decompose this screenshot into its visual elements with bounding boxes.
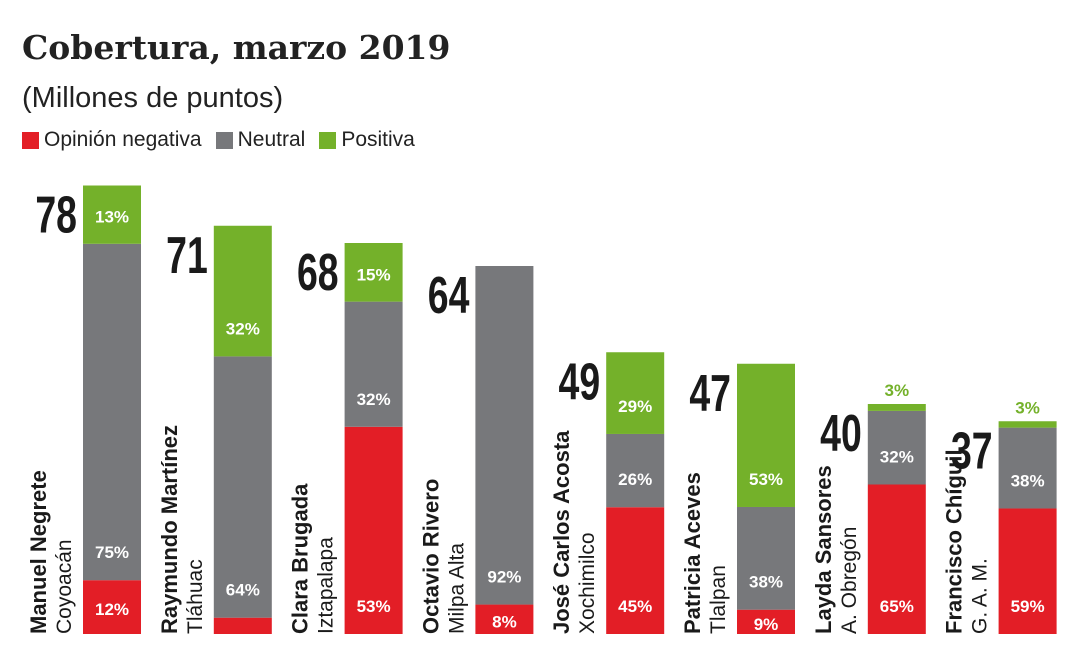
total-value: 37: [951, 421, 993, 480]
candidate-region: Xochimilco: [576, 532, 599, 634]
candidate-region: Tlalpan: [707, 565, 730, 634]
candidate-name: Octavio Rivero: [418, 479, 443, 634]
bar-segment-neutral: [606, 433, 665, 508]
bar-segment-negativa: [606, 507, 665, 634]
segment-label-neutral: 92%: [487, 568, 521, 587]
segment-label-negativa: 53%: [357, 597, 391, 616]
bar-segment-negativa: [344, 426, 403, 634]
segment-label-neutral: 26%: [618, 470, 652, 489]
segment-label-negativa: 59%: [1011, 597, 1045, 616]
segment-label-neutral: 75%: [95, 543, 129, 562]
segment-label-positiva: 3%: [1015, 398, 1040, 417]
total-value: 71: [166, 226, 208, 285]
legend-swatch-positiva: [319, 131, 337, 149]
bar-segment-positiva: [867, 404, 926, 411]
segment-label-neutral: 38%: [749, 573, 783, 592]
candidate-name: Patricia Aceves: [680, 472, 705, 634]
candidate-region: Milpa Alta: [445, 543, 468, 634]
segment-label-positiva: 3%: [885, 381, 910, 400]
legend-item-negativa: Opinión negativa: [22, 128, 202, 152]
bar-segment-neutral: [344, 301, 403, 427]
candidate-name: Layda Sansores: [811, 465, 836, 634]
candidate-name: Raymundo Martínez: [157, 425, 182, 634]
chart-title: Cobertura, marzo 2019: [22, 28, 451, 67]
bar-segment-negativa: [998, 508, 1057, 634]
segment-label-neutral: 38%: [1011, 471, 1045, 490]
total-value: 49: [559, 352, 601, 411]
bar-segment-neutral: [998, 427, 1057, 509]
legend-swatch-negativa: [22, 131, 39, 149]
segment-label-negativa: 65%: [880, 597, 914, 616]
segment-label-neutral: 32%: [357, 390, 391, 409]
segment-label-negativa: 12%: [95, 600, 129, 619]
legend: Opinión negativa Neutral Positiva: [22, 128, 415, 152]
legend-item-neutral: Neutral: [215, 128, 306, 152]
bar-segment-negativa: [867, 484, 926, 634]
total-value: 47: [689, 364, 731, 423]
segment-label-positiva: 32%: [226, 319, 260, 338]
candidate-region: Tláhuac: [184, 559, 207, 634]
bar-segment-negativa: [213, 617, 272, 634]
bar-segment-positiva: [83, 185, 141, 244]
legend-label: Positiva: [341, 128, 415, 151]
bar-segment-neutral: [83, 243, 141, 581]
bar-segment-positiva: [213, 225, 272, 357]
bar-segment-positiva: [998, 421, 1057, 428]
legend-swatch-neutral: [215, 131, 233, 149]
segment-label-negativa: 9%: [754, 615, 779, 634]
segment-label-neutral: 32%: [880, 448, 914, 467]
candidate-region: G. A. M.: [969, 558, 992, 634]
segment-label-positiva: 29%: [618, 397, 652, 416]
candidate-name: Clara Brugada: [288, 483, 313, 634]
total-value: 68: [297, 243, 339, 302]
bar-segment-negativa: [737, 609, 795, 634]
legend-label: Neutral: [237, 128, 306, 151]
bar-segment-positiva: [344, 243, 403, 302]
legend-label: Opinión negativa: [44, 128, 202, 151]
total-value: 78: [35, 185, 77, 244]
segment-label-positiva: 53%: [749, 470, 783, 489]
candidate-name: Manuel Negrete: [26, 470, 51, 634]
candidate-name: José Carlos Acosta: [549, 430, 574, 634]
segment-label-positiva: 15%: [357, 265, 391, 284]
candidate-region: Coyoacán: [53, 539, 76, 634]
bar-segment-neutral: [737, 506, 795, 610]
segment-label-negativa: 45%: [618, 597, 652, 616]
bar-segment-negativa: [475, 604, 534, 634]
candidate-region: A. Obregón: [838, 527, 861, 634]
segment-label-positiva: 13%: [95, 208, 129, 227]
total-value: 40: [820, 404, 862, 463]
bar-segment-neutral: [867, 410, 926, 485]
chart-subtitle: (Millones de puntos): [22, 82, 284, 114]
bar-segment-positiva: [606, 352, 665, 434]
candidate-name: Francisco Chíguil: [942, 449, 967, 634]
segment-label-neutral: 64%: [226, 581, 260, 600]
candidate-region: Iztapalapa: [315, 537, 338, 634]
segment-label-negativa: 8%: [492, 612, 517, 631]
total-value: 64: [428, 266, 470, 325]
bar-segment-neutral: [475, 266, 534, 605]
legend-item-positiva: Positiva: [319, 128, 415, 152]
bar-segment-positiva: [737, 363, 795, 507]
bar-segment-neutral: [213, 356, 272, 618]
bar-segment-negativa: [83, 580, 141, 634]
